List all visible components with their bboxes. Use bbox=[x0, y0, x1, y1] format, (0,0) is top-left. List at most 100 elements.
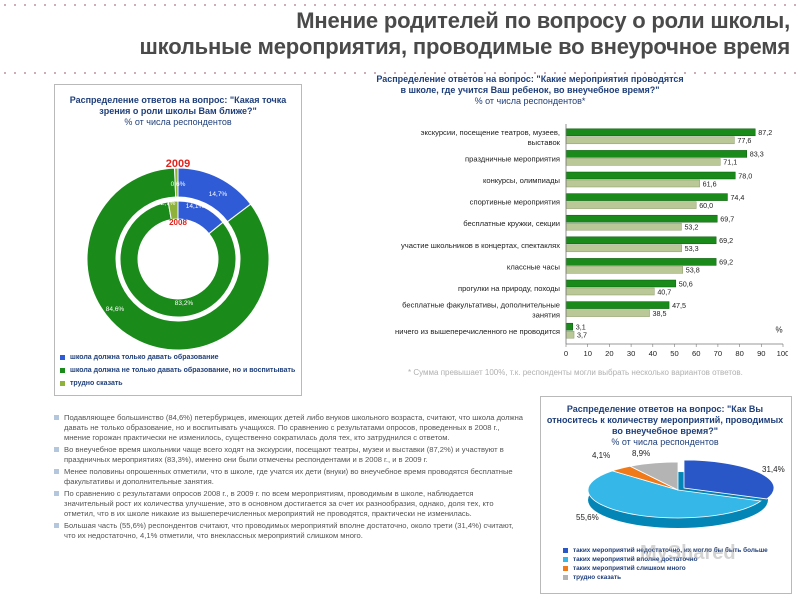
bar-category-label: спортивные мероприятия bbox=[470, 198, 560, 207]
bar-series-1-9 bbox=[565, 330, 575, 339]
donut-legend-item: трудно сказать bbox=[60, 377, 295, 390]
bar-series-1-6 bbox=[565, 266, 683, 274]
bar-x-tick-label: 100 bbox=[777, 349, 788, 358]
bar-series-1-7 bbox=[565, 287, 655, 296]
donut-slice-2009-2 bbox=[174, 167, 179, 198]
donut-chart-subtitle: % от числа респондентов bbox=[124, 117, 232, 127]
bar-chart: экскурсии, посещение театров, музеев, выс… bbox=[395, 124, 788, 358]
pie-chart-title-text: Распределение ответов на вопрос: "Как Вы… bbox=[546, 404, 784, 436]
bar-series-1-5 bbox=[565, 244, 682, 253]
pie-slice-1 bbox=[587, 470, 762, 519]
bar-category-label: классные часы bbox=[507, 262, 560, 271]
bar-chart-footnote: * Сумма превышает 100%, т.к. респонденты… bbox=[408, 368, 743, 377]
bar-x-tick-label: 60 bbox=[692, 349, 700, 358]
bar-value-label-0-0: 87,2 bbox=[758, 128, 772, 137]
page-title-line-2: школьные мероприятия, проводимые во внеу… bbox=[139, 34, 791, 59]
pie-slice-group-0 bbox=[683, 459, 775, 500]
pie-chart-legend: таких мероприятий недостаточно, их могло… bbox=[563, 546, 768, 582]
bar-value-label-1-0: 77,6 bbox=[737, 136, 751, 145]
donut-legend-swatch bbox=[60, 355, 65, 360]
donut-value-2009-2: 0,6% bbox=[171, 181, 186, 188]
bar-x-tick-label: 80 bbox=[735, 349, 743, 358]
pie-value-label-2: 4,1% bbox=[592, 451, 610, 460]
pie-legend-label: таких мероприятий недостаточно, их могло… bbox=[573, 547, 768, 554]
donut-legend-label: трудно сказать bbox=[70, 380, 123, 387]
bar-category-label: прогулки на природу, походы bbox=[458, 284, 560, 293]
donut-ring-label-2008: 2008 bbox=[169, 218, 187, 227]
donut-panel-frame bbox=[54, 84, 302, 396]
donut-legend-label: школа должна не только давать образовани… bbox=[70, 367, 296, 374]
bar-value-label-0-7: 50,6 bbox=[679, 279, 693, 288]
pie-slice-group-1 bbox=[587, 470, 762, 519]
bar-series-0-3 bbox=[565, 193, 728, 201]
pie-legend-item: таких мероприятий недостаточно, их могло… bbox=[563, 546, 768, 555]
pie-legend-label: трудно сказать bbox=[573, 574, 622, 581]
bar-series-0-2 bbox=[565, 171, 736, 180]
pie-legend-item: таких мероприятий вполне достаточно bbox=[563, 555, 768, 564]
donut-legend-label: школа должна только давать образование bbox=[70, 354, 219, 361]
pie-value-label-3: 8,9% bbox=[632, 449, 650, 458]
pie-legend-swatch bbox=[563, 557, 568, 562]
donut-chart-title-text: Распределение ответов на вопрос: "Какая … bbox=[69, 95, 287, 116]
bar-value-label-1-4: 53,2 bbox=[684, 223, 698, 232]
bar-series-0-5 bbox=[565, 236, 717, 245]
bar-chart-subtitle: % от числа респондентов* bbox=[474, 96, 586, 106]
pie-legend-swatch bbox=[563, 566, 568, 571]
bar-value-label-0-5: 69,2 bbox=[719, 236, 733, 245]
summary-text: Подавляющее большинство (84,6%) петербур… bbox=[54, 413, 524, 543]
bar-value-label-1-5: 53,3 bbox=[685, 244, 699, 253]
bar-value-label-0-4: 69,7 bbox=[720, 215, 734, 224]
watermark: MyShared bbox=[640, 542, 736, 564]
bar-value-label-0-6: 69,2 bbox=[719, 258, 733, 267]
pie-slice-3 bbox=[629, 461, 679, 491]
pie-legend-swatch bbox=[563, 548, 568, 553]
bar-value-label-1-9: 3,7 bbox=[577, 331, 587, 340]
bar-chart-title: Распределение ответов на вопрос: "Какие … bbox=[375, 74, 685, 107]
bar-series-1-2 bbox=[565, 179, 700, 188]
bar-series-0-4 bbox=[565, 214, 718, 223]
donut-chart-title: Распределение ответов на вопрос: "Какая … bbox=[58, 95, 298, 128]
bar-category-label: участие школьников в концертах, спектакл… bbox=[401, 241, 560, 250]
pie-legend-item: трудно сказать bbox=[563, 573, 768, 582]
pie-slice-group-3 bbox=[629, 461, 679, 491]
bar-series-1-0 bbox=[565, 136, 735, 145]
bar-category-label: экскурсии, посещение театров, музеев, выс… bbox=[421, 128, 561, 147]
bar-category-label: конкурсы, олимпиады bbox=[483, 176, 560, 185]
donut-legend-item: школа должна только давать образование bbox=[60, 351, 295, 364]
bar-x-tick-label: 0 bbox=[564, 349, 568, 358]
donut-value-2009-0: 14,7% bbox=[209, 191, 228, 198]
bar-x-tick-label: 50 bbox=[670, 349, 678, 358]
pie-value-label-1: 55,6% bbox=[576, 513, 599, 522]
bar-series-0-7 bbox=[565, 279, 677, 288]
bar-category-label: бесплатные факультативы, дополнительные з… bbox=[402, 301, 560, 320]
bar-value-label-0-9: 3,1 bbox=[576, 323, 586, 332]
bar-value-label-1-2: 61,6 bbox=[703, 179, 717, 188]
summary-paragraph: Менее половины опрошенных отметили, что … bbox=[54, 467, 524, 487]
donut-legend-item: школа должна не только давать образовани… bbox=[60, 364, 295, 377]
summary-paragraph: По сравнению с результатами опросов 2008… bbox=[54, 489, 524, 519]
donut-chart: 2009 2008 14,7% 84,6% 0,6% 14,1% 83,2% 2,7% bbox=[86, 158, 270, 351]
bar-series-0-6 bbox=[565, 258, 717, 266]
pie-legend-swatch bbox=[563, 575, 568, 580]
pie-panel-frame bbox=[540, 396, 792, 594]
bar-category-label: праздничные мероприятия bbox=[465, 154, 560, 163]
bar-series-1-8 bbox=[565, 309, 650, 317]
bar-series-0-8 bbox=[565, 301, 670, 309]
bar-series-0-1 bbox=[565, 150, 748, 158]
donut-legend-swatch bbox=[60, 368, 65, 373]
donut-ring-label-2009: 2009 bbox=[166, 158, 190, 170]
bar-category-label: бесплатные кружки, секции bbox=[463, 219, 560, 228]
pie-chart-title: Распределение ответов на вопрос: "Как Вы… bbox=[543, 404, 787, 448]
bar-value-label-0-3: 74,4 bbox=[730, 193, 744, 202]
summary-paragraph: Подавляющее большинство (84,6%) петербур… bbox=[54, 413, 524, 443]
bar-value-label-1-3: 60,0 bbox=[699, 201, 713, 210]
summary-paragraph: Большая часть (55,6%) респондентов счита… bbox=[54, 521, 524, 541]
bar-value-label-0-8: 47,5 bbox=[672, 301, 686, 310]
donut-value-2008-1: 83,2% bbox=[175, 300, 194, 307]
bar-value-label-1-6: 53,8 bbox=[686, 266, 700, 275]
donut-value-2008-2: 2,7% bbox=[161, 200, 176, 207]
bar-category-label: ничего из вышеперечисленного не проводит… bbox=[395, 327, 560, 336]
pie-slice-0 bbox=[683, 459, 775, 500]
bar-unit-label: % bbox=[775, 325, 782, 334]
bar-series-1-1 bbox=[565, 158, 721, 166]
